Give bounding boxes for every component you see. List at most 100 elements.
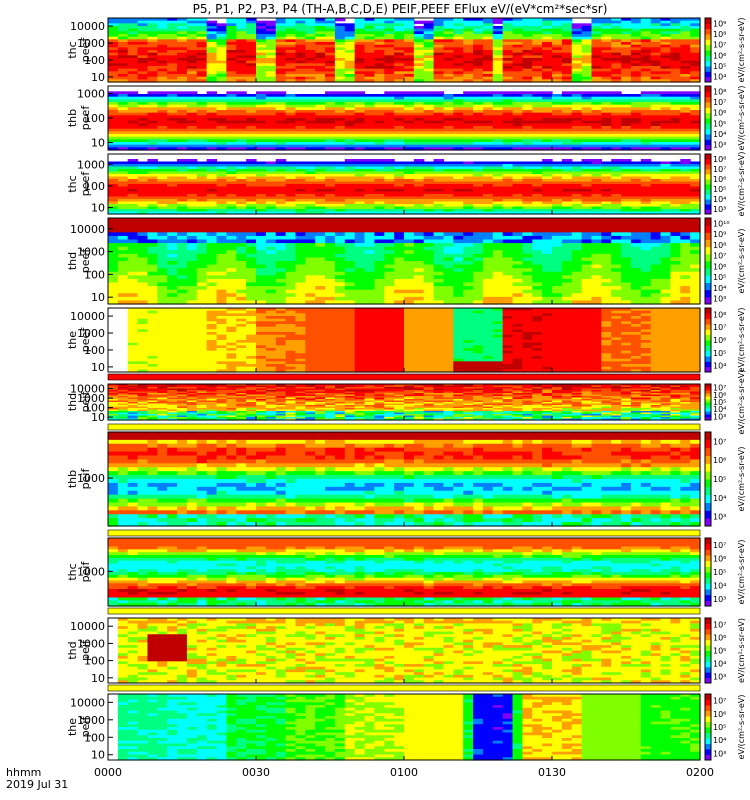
heatmap-cell [660,189,671,193]
heatmap-cell [256,253,267,259]
heatmap-cell [463,39,474,43]
heatmap-cell [463,20,474,24]
heatmap-cell [216,144,227,148]
heatmap-cell [157,271,168,276]
heatmap-cell [354,232,366,237]
heatmap-cell [413,34,425,38]
heatmap-cell [334,96,346,100]
heatmap-cell [226,60,237,64]
heatmap-cell [492,91,504,95]
heatmap-cell [334,79,346,83]
heatmap-cell [108,176,119,180]
heatmap-cell [354,235,366,241]
heatmap-cell [344,91,356,95]
heatmap-cell [611,206,622,210]
heatmap-cell [552,55,563,59]
heatmap-cell [680,102,691,106]
heatmap-cell [433,91,445,95]
heatmap-cell [236,107,247,111]
heatmap-cell [117,271,129,276]
heatmap-cell [621,206,632,210]
heatmap-cell [246,115,257,119]
heatmap-cell [443,44,454,48]
heatmap-cell [236,275,247,280]
heatmap-cell [117,147,129,151]
heatmap-cell [413,31,425,35]
heatmap-cell [473,63,484,67]
heatmap-cell [611,191,622,195]
heatmap-cell [265,60,277,64]
heatmap-cell [591,91,602,95]
heatmap-cell [117,123,129,127]
heatmap-cell [157,131,168,135]
heatmap-cell [571,120,583,124]
heatmap-cell [571,110,583,114]
heatmap-cell [334,268,346,273]
heatmap-cell [246,50,257,54]
colorbar-frame [704,85,712,151]
heatmap-cell [256,191,267,195]
heatmap-cell [542,68,553,72]
heatmap-cell [443,228,454,233]
heatmap-cell [433,228,445,233]
heatmap-cell [463,55,474,59]
heatmap-cell [137,34,149,38]
heatmap-cell [167,136,178,140]
heatmap-cell [561,186,573,190]
heatmap-cell [482,36,494,40]
heatmap-cell [216,60,227,64]
colorbar-swatch [705,23,711,30]
heatmap-cell [492,94,504,98]
heatmap-cell [354,253,366,259]
heatmap-cell [591,120,602,124]
heatmap-cell [325,34,336,38]
heatmap-cell [384,96,395,100]
heatmap-cell [256,246,267,251]
heatmap-cell [226,68,237,72]
heatmap-cell [443,261,454,266]
heatmap-cell [246,282,257,287]
heatmap-cell [285,58,297,62]
heatmap-cell [285,128,297,132]
heatmap-cell [413,221,425,226]
heatmap-cell [275,107,287,111]
heatmap-cell [571,206,583,210]
heatmap-cell [295,286,306,291]
heatmap-cell [453,120,464,124]
heatmap-cell [344,44,356,48]
heatmap-cell [571,196,583,200]
heatmap-cell [236,246,247,251]
heatmap-cell [492,201,504,205]
heatmap-cell [177,99,188,103]
heatmap-cell [463,184,474,188]
heatmap-cell [364,66,375,70]
heatmap-cell [512,39,523,43]
heatmap-cell [236,271,247,276]
heatmap-cell [482,107,494,111]
heatmap-cell [423,199,435,203]
heatmap-cell [453,112,464,116]
heatmap-cell [621,99,632,103]
heatmap-cell [630,26,642,30]
heatmap-cell [305,136,316,140]
heatmap-cell [561,194,573,198]
heatmap-cell [285,189,297,193]
colorbar-swatch [705,199,711,205]
heatmap-cell [512,18,523,22]
heatmap-cell [611,102,622,106]
heatmap-cell [611,68,622,72]
heatmap-cell [423,110,435,114]
heatmap-cell [177,225,188,230]
heatmap-cell [186,139,198,143]
heatmap-cell [384,60,395,64]
heatmap-cell [305,94,316,98]
heatmap-cell [463,191,474,195]
heatmap-cell [374,196,385,200]
heatmap-cell [108,174,119,178]
heatmap-cell [167,293,178,298]
heatmap-cell [354,181,366,185]
heatmap-cell [561,176,573,180]
heatmap-cell [246,186,257,190]
heatmap-cell [226,58,237,62]
heatmap-cell [423,144,435,148]
